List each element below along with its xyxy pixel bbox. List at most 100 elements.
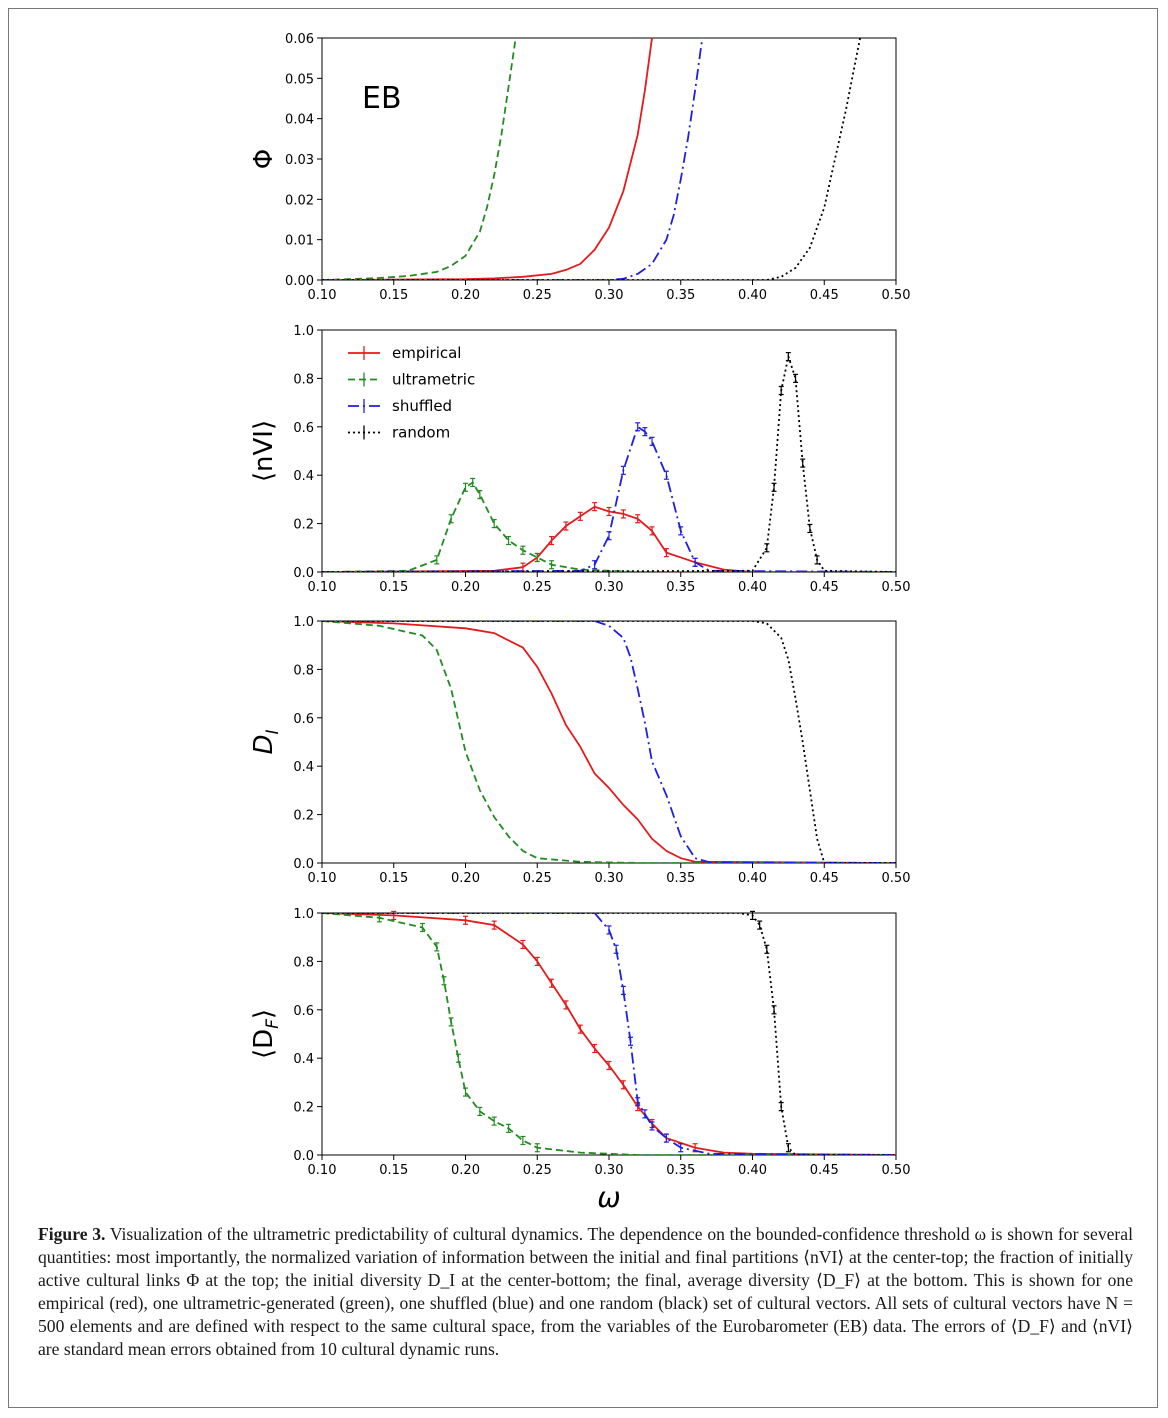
x-tick-label: 0.45 (810, 871, 839, 886)
errorbar-random (764, 543, 770, 553)
errorbar-ultrametric (534, 1143, 540, 1153)
x-tick-label: 0.25 (523, 871, 552, 886)
errorbar-ultrametric (419, 922, 425, 933)
series-line-empirical (322, 38, 653, 280)
x-tick-label: 0.20 (451, 288, 480, 303)
y-axis-label: Φ (249, 149, 279, 169)
errorbar-empirical (563, 1000, 569, 1010)
errorbar-random (750, 910, 755, 921)
errorbar-empirical (635, 514, 641, 524)
series-line-random (322, 353, 896, 572)
y-tick-label: 0.4 (293, 1052, 314, 1067)
x-tick-label: 0.45 (810, 580, 839, 595)
errorbar-ultrametric (520, 545, 526, 555)
x-tick-label: 0.30 (595, 288, 624, 303)
y-tick-label: 0.01 (285, 234, 314, 249)
series-line-empirical (322, 913, 896, 1155)
errorbar-ultrametric (477, 489, 483, 500)
errorbar-shuffled (678, 526, 684, 536)
x-tick-label: 0.25 (523, 580, 552, 595)
y-axis-label: DI (249, 729, 283, 754)
x-tick-label: 0.50 (882, 871, 911, 886)
errorbar-shuffled (663, 1133, 669, 1143)
chart-panel-4: 0.10 0.15 0.20 0.25 0.30 0.35 0.40 0.45 0.50 0.0 0… (249, 907, 910, 1214)
errorbar-ultrametric (455, 1053, 461, 1063)
errorbar-ultrametric (448, 1017, 454, 1027)
errorbar-shuffled (592, 560, 598, 570)
errorbar-shuffled (692, 557, 698, 567)
y-tick-label: 0.6 (293, 712, 314, 727)
errorbar-empirical (620, 1080, 626, 1090)
x-tick-label: 0.50 (882, 580, 911, 595)
x-tick-label: 0.15 (379, 871, 408, 886)
y-tick-label: 0.02 (285, 193, 314, 208)
y-tick-label: 0.6 (293, 1004, 314, 1019)
y-tick-label: 0.0 (293, 1149, 314, 1164)
series-line-random (322, 38, 861, 280)
figure-charts: 0.10 0.15 0.20 0.25 0.30 0.35 0.40 0.45 0.500.00… (249, 32, 911, 1214)
errorbar-ultrametric (491, 518, 497, 529)
panel-annotation: EB (362, 81, 402, 116)
errorbar-random (764, 944, 770, 954)
x-tick-label: 0.10 (308, 580, 337, 595)
chart-legend: empirical ultrametric shuffled random (348, 344, 475, 442)
errorbar-ultrametric (549, 560, 555, 570)
errorbar-empirical (577, 511, 583, 521)
errorbar-random (785, 352, 791, 362)
errorbar-shuffled (678, 1143, 684, 1153)
x-tick-label: 0.30 (595, 871, 624, 886)
x-tick-label: 0.40 (738, 1163, 767, 1178)
y-tick-label: 0.8 (293, 372, 314, 387)
y-tick-label: 0.8 (293, 663, 314, 678)
x-tick-label: 0.20 (451, 871, 480, 886)
figure-caption: Figure 3. Visualization of the ultrametr… (38, 1223, 1133, 1361)
errorbar-random (771, 1005, 777, 1015)
x-tick-label: 0.40 (738, 288, 767, 303)
y-tick-label: 0.0 (293, 566, 314, 581)
errorbar-shuffled (606, 531, 612, 541)
legend-label-ultrametric: ultrametric (392, 371, 475, 389)
errorbar-ultrametric (441, 976, 447, 986)
errorbar-ultrametric (491, 1116, 497, 1126)
x-axis-label: ω (597, 1181, 620, 1214)
errorbar-ultrametric (448, 514, 454, 524)
x-tick-label: 0.35 (666, 1163, 695, 1178)
x-tick-label: 0.25 (523, 1163, 552, 1178)
y-tick-label: 0.2 (293, 518, 314, 533)
errorbar-ultrametric (477, 1106, 483, 1117)
errorbar-ultrametric (463, 1087, 468, 1097)
errorbar-ultrametric (506, 1123, 512, 1133)
x-tick-label: 0.20 (451, 580, 480, 595)
series-line-random (322, 913, 896, 1155)
errorbar-empirical (592, 1043, 598, 1054)
errorbar-empirical (491, 920, 497, 930)
errorbar-random (757, 920, 763, 930)
errorbar-ultrametric (434, 942, 440, 952)
x-tick-label: 0.15 (379, 288, 408, 303)
y-tick-label: 0.00 (285, 274, 314, 289)
caption-label: Figure 3. (38, 1224, 106, 1244)
x-tick-label: 0.15 (379, 1163, 408, 1178)
x-tick-label: 0.45 (810, 288, 839, 303)
x-tick-label: 0.35 (666, 871, 695, 886)
y-axis-label: ⟨DF⟩ (249, 1009, 283, 1059)
x-tick-label: 0.30 (595, 1163, 624, 1178)
errorbar-ultrametric (534, 552, 540, 563)
x-tick-label: 0.20 (451, 1163, 480, 1178)
caption-text: Visualization of the ultrametric predict… (38, 1224, 1133, 1359)
errorbar-shuffled (635, 1097, 641, 1107)
x-tick-label: 0.40 (738, 580, 767, 595)
x-tick-label: 0.50 (882, 288, 911, 303)
errorbar-shuffled (606, 925, 612, 935)
errorbar-ultrametric (470, 477, 476, 488)
errorbar-empirical (520, 939, 526, 950)
errorbar-random (807, 523, 813, 534)
plot-area (321, 620, 897, 864)
x-tick-label: 0.15 (379, 580, 408, 595)
y-tick-label: 0.03 (285, 153, 314, 168)
errorbar-empirical (592, 502, 598, 512)
errorbar-empirical (663, 548, 669, 558)
legend-label-shuffled: shuffled (392, 397, 452, 415)
errorbar-random (778, 1101, 784, 1112)
y-tick-label: 0.4 (293, 760, 314, 775)
